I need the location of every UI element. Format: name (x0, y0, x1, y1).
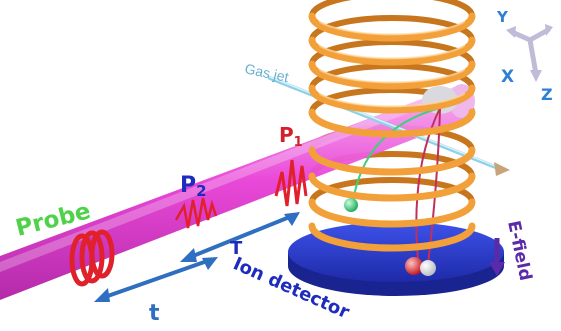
delay-T-label: T (230, 238, 243, 259)
probe-pulse-icon (69, 229, 115, 287)
e-field-label: E-field (503, 219, 535, 283)
delay-T-arrowhead-left (180, 248, 197, 262)
delay-T-arrow (186, 214, 294, 260)
lower-coil-front (308, 146, 476, 252)
pulse-p1-icon (274, 159, 308, 207)
delay-T-arrowhead-right (284, 212, 300, 226)
pulse-p2-icon (174, 197, 218, 229)
gas-jet-stream (268, 76, 510, 176)
e-field-arrow (489, 238, 505, 276)
delay-t-label: t (149, 301, 160, 326)
axis-x-label: X (501, 67, 514, 87)
xyz-axes-icon (509, 27, 551, 77)
axis-z-label: Z (541, 85, 553, 104)
axis-y-label: Y (496, 8, 509, 26)
delay-arrows (100, 214, 294, 300)
ion-red (405, 257, 423, 275)
ion-green (344, 198, 358, 212)
detector-disk-icon (288, 222, 504, 296)
delay-t-arrowhead-left (94, 288, 110, 302)
ion-white (420, 260, 436, 276)
p2-label: P2 (180, 173, 207, 200)
gas-jet-arrowhead (494, 162, 510, 176)
ions (344, 198, 436, 276)
upper-coil-front (308, 12, 476, 138)
delay-t-arrowhead-right (202, 257, 218, 270)
delay-t-arrow (100, 258, 212, 300)
gas-jet-label: Gas jet (243, 60, 290, 85)
p1-label: P1 (279, 123, 303, 150)
